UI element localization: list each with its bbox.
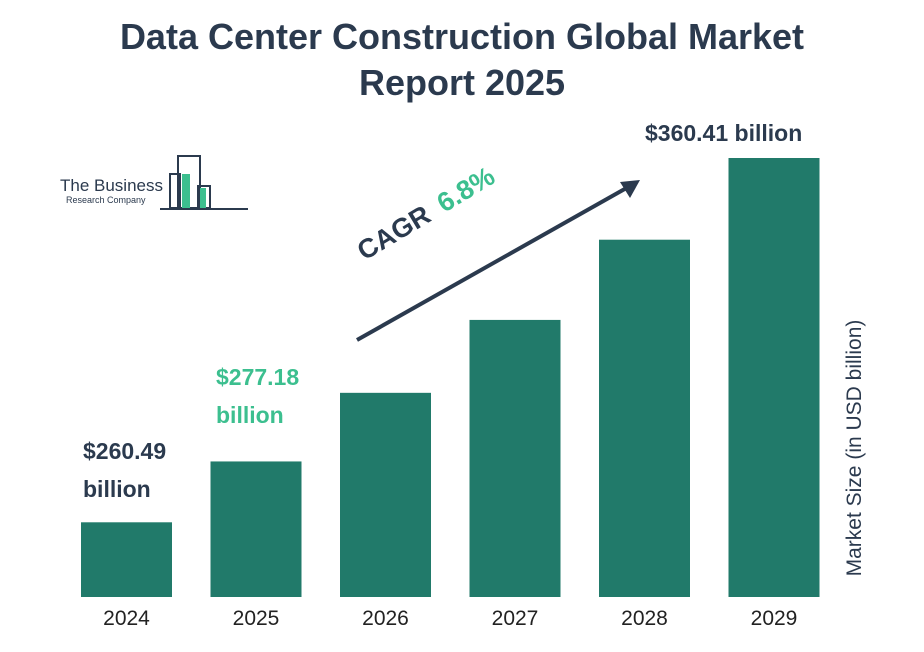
bar-2025 xyxy=(210,461,302,597)
bar-2028 xyxy=(599,239,690,597)
data-label-2025-value: $277.18 xyxy=(216,364,300,390)
y-axis-label: Market Size (in USD billion) xyxy=(843,319,866,577)
data-label-2024-value: $260.49 xyxy=(83,438,167,464)
x-tick-labels: 2024 2025 2026 2027 2028 2029 xyxy=(103,607,797,630)
bar-2024 xyxy=(81,522,172,597)
x-tick-label-2027: 2027 xyxy=(492,607,539,630)
logo-text-name: The Business xyxy=(60,176,163,195)
data-label-2029-value: $360.41 billion xyxy=(645,120,803,146)
logo-text-sub: Research Company xyxy=(66,195,146,205)
data-label-2024: $260.49 billion xyxy=(83,432,166,508)
x-tick-label-2025: 2025 xyxy=(233,607,280,630)
data-label-2024-unit: billion xyxy=(83,476,151,502)
bar-2029 xyxy=(728,158,820,597)
company-logo: The Business Research Company xyxy=(60,152,250,214)
x-tick-label-2028: 2028 xyxy=(621,607,668,630)
data-label-2029: $360.41 billion xyxy=(645,114,802,152)
chart-title-line2: Report 2025 xyxy=(358,62,566,103)
x-tick-label-2024: 2024 xyxy=(103,607,150,630)
bar-2027 xyxy=(469,319,561,597)
data-label-2025: $277.18 billion xyxy=(216,358,299,434)
chart-title-line1: Data Center Construction Global Market xyxy=(119,16,805,57)
data-label-2025-unit: billion xyxy=(216,402,284,428)
cagr-arrow xyxy=(356,180,640,342)
bar-2026 xyxy=(340,392,431,597)
chart-title: Data Center Construction Global Market R… xyxy=(0,14,924,106)
x-tick-label-2026: 2026 xyxy=(362,607,409,630)
logo-bars-icon xyxy=(160,155,248,210)
x-tick-label-2029: 2029 xyxy=(751,607,798,630)
bar-group xyxy=(81,158,820,597)
